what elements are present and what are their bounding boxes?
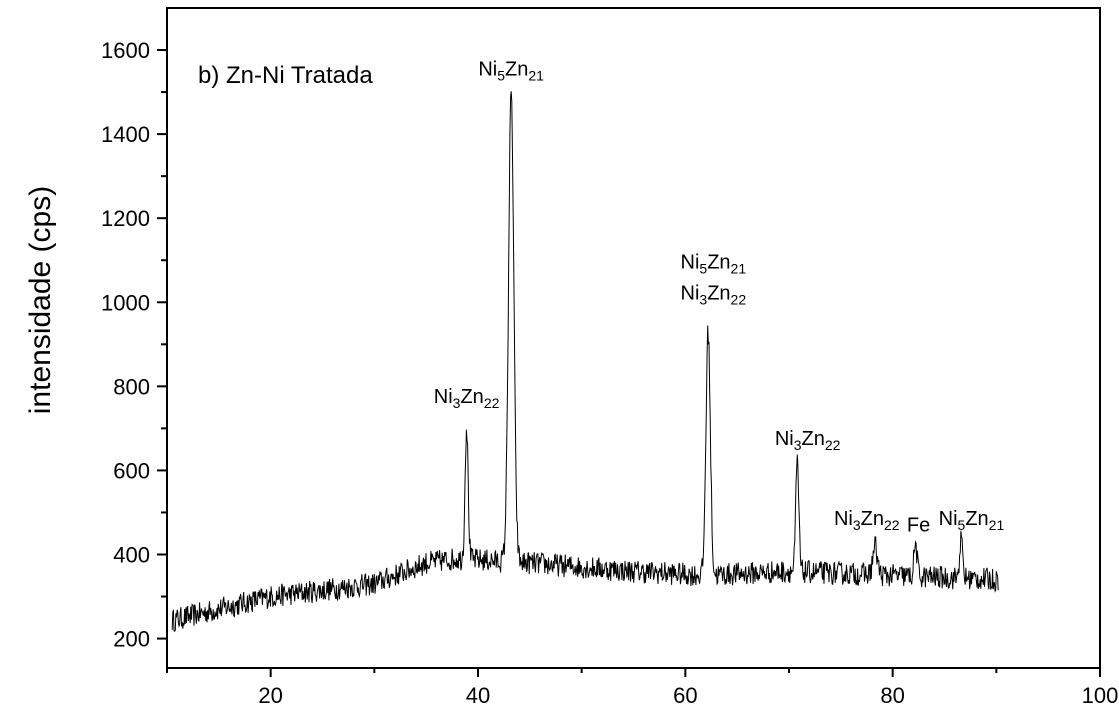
peak-annotation: Ni3Zn22 bbox=[834, 508, 900, 533]
y-tick-label: 800 bbox=[113, 374, 150, 399]
y-tick-label: 1400 bbox=[101, 122, 150, 147]
x-tick-label: 100 bbox=[1082, 683, 1119, 708]
label-text: Ni bbox=[681, 283, 700, 305]
panel-title: b) Zn-Ni Tratada bbox=[198, 62, 373, 89]
label-text: Zn bbox=[707, 283, 730, 305]
label-subscript: 5 bbox=[497, 67, 505, 83]
label-text: Ni bbox=[681, 252, 700, 274]
peak-label: Ni5Zn21 bbox=[681, 252, 747, 277]
peak-label: Fe bbox=[907, 514, 930, 536]
peak-annotation: Ni5Zn21 bbox=[939, 508, 1005, 533]
x-tick-label: 60 bbox=[673, 683, 697, 708]
peak-label: Ni3Zn22 bbox=[434, 386, 500, 411]
label-subscript: 5 bbox=[699, 261, 707, 277]
label-text: Ni bbox=[775, 428, 794, 450]
peak-label: Ni3Zn22 bbox=[681, 283, 747, 308]
peak-annotation: Fe bbox=[907, 514, 930, 536]
label-text: Zn bbox=[802, 428, 825, 450]
x-tick-label: 40 bbox=[466, 683, 490, 708]
peak-label: Ni5Zn21 bbox=[939, 508, 1005, 533]
peak-annotation: Ni3Zn22 bbox=[775, 428, 841, 453]
label-subscript: 22 bbox=[731, 292, 747, 308]
label-text: Fe bbox=[907, 514, 930, 536]
peak-label: Ni3Zn22 bbox=[834, 508, 900, 533]
xrd-series-line bbox=[171, 91, 999, 632]
y-tick-label: 1200 bbox=[101, 206, 150, 231]
x-tick-label: 80 bbox=[880, 683, 904, 708]
peak-annotations: Ni3Zn22Ni5Zn21Ni5Zn21Ni3Zn22Ni3Zn22Ni3Zn… bbox=[434, 58, 1005, 536]
label-subscript: 3 bbox=[699, 292, 707, 308]
label-subscript: 22 bbox=[884, 517, 900, 533]
y-axis-label: intensidade (cps) bbox=[24, 186, 57, 414]
label-text: Zn bbox=[861, 508, 884, 530]
y-tick-label: 200 bbox=[113, 627, 150, 652]
y-tick-label: 600 bbox=[113, 458, 150, 483]
y-tick-label: 1600 bbox=[101, 38, 150, 63]
label-subscript: 3 bbox=[853, 517, 861, 533]
plot-frame bbox=[166, 7, 1101, 669]
label-subscript: 3 bbox=[453, 395, 461, 411]
label-subscript: 22 bbox=[825, 437, 841, 453]
y-tick-label: 400 bbox=[113, 542, 150, 567]
label-text: Zn bbox=[460, 386, 483, 408]
label-text: Zn bbox=[965, 508, 988, 530]
label-text: Zn bbox=[505, 58, 528, 80]
label-subscript: 3 bbox=[794, 437, 802, 453]
label-text: Zn bbox=[707, 252, 730, 274]
label-text: Ni bbox=[834, 508, 853, 530]
axis-ticks: 20 40 60 80 100 200 400 600 800 1000 1200 1400 1600 bbox=[101, 38, 1118, 708]
label-subscript: 5 bbox=[958, 517, 966, 533]
x-tick-label: 20 bbox=[258, 683, 282, 708]
peak-annotation: Ni5Zn21 bbox=[478, 58, 544, 83]
label-subscript: 21 bbox=[731, 261, 747, 277]
label-text: Ni bbox=[434, 386, 453, 408]
label-subscript: 21 bbox=[989, 517, 1005, 533]
label-subscript: 21 bbox=[528, 67, 544, 83]
label-subscript: 22 bbox=[484, 395, 500, 411]
label-text: Ni bbox=[478, 58, 497, 80]
peak-label: Ni3Zn22 bbox=[775, 428, 841, 453]
y-tick-label: 1000 bbox=[101, 290, 150, 315]
label-text: Ni bbox=[939, 508, 958, 530]
series-group bbox=[171, 91, 999, 632]
peak-label: Ni5Zn21 bbox=[478, 58, 544, 83]
peak-annotation: Ni3Zn22 bbox=[434, 386, 500, 411]
